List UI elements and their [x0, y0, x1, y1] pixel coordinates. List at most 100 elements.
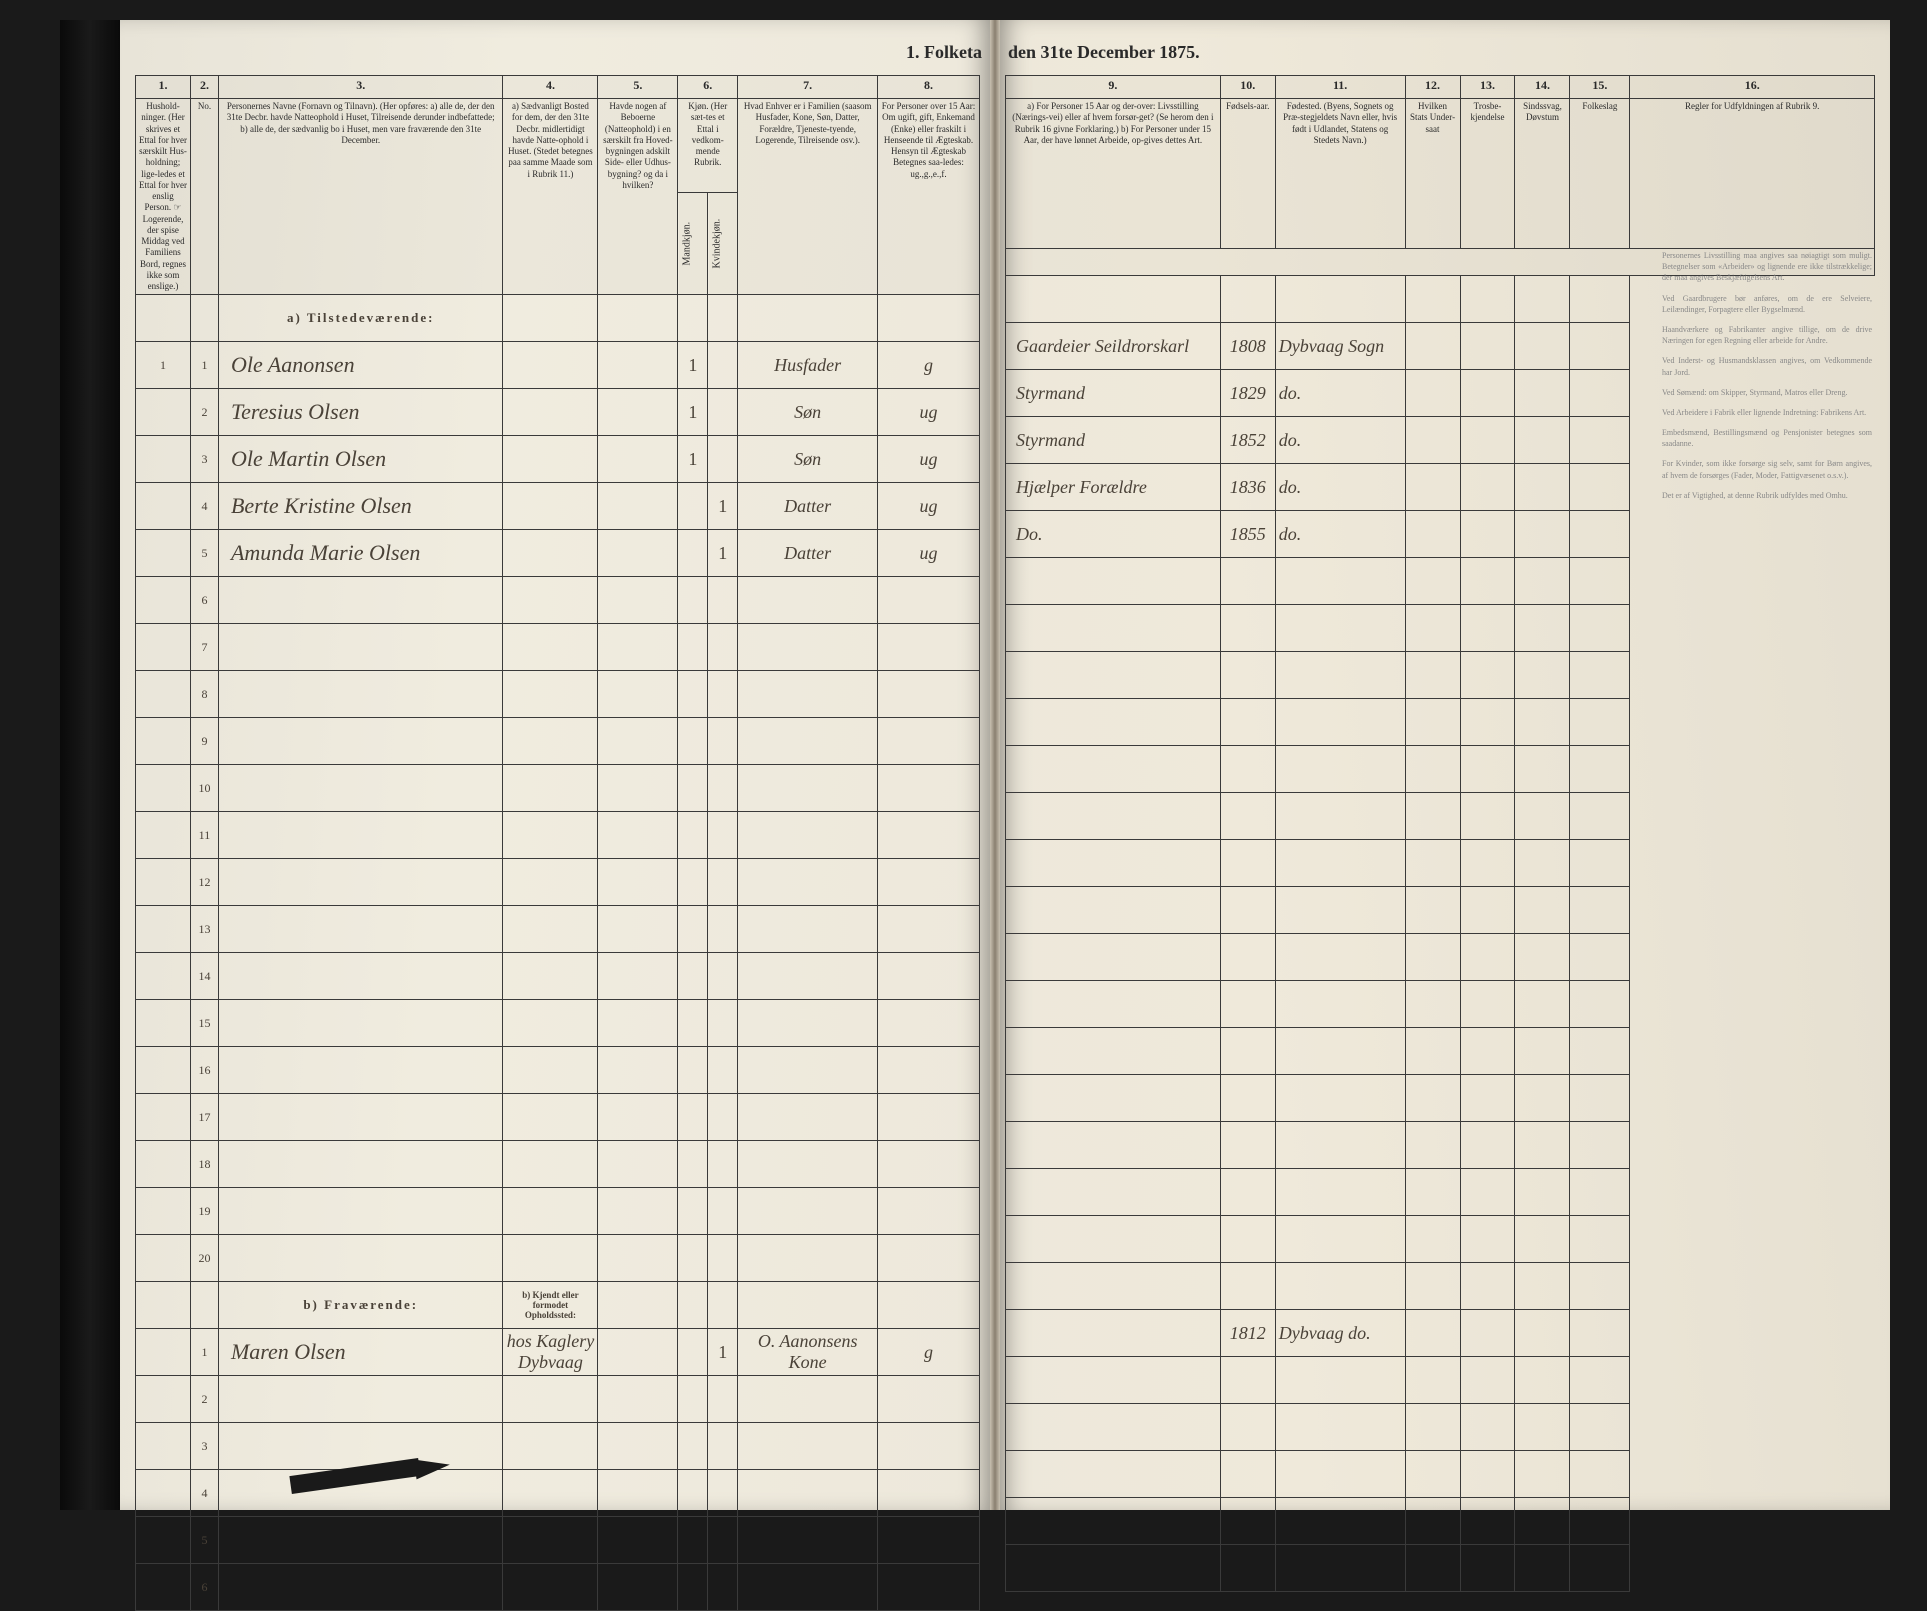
table-row	[1006, 1404, 1875, 1451]
marital-status	[878, 1141, 980, 1188]
usual-residence	[503, 765, 598, 812]
sex-female	[708, 1141, 738, 1188]
family-role: Husfader	[738, 342, 878, 389]
usual-residence	[503, 1376, 598, 1423]
sex-male	[678, 530, 708, 577]
person-name	[218, 765, 503, 812]
birth-place: do.	[1275, 464, 1405, 511]
marital-status	[878, 1000, 980, 1047]
marital-status	[878, 765, 980, 812]
sex-female	[708, 671, 738, 718]
sex-male	[678, 718, 708, 765]
sex-female	[708, 624, 738, 671]
instruction-paragraph: Personernes Livsstilling maa angives saa…	[1662, 250, 1872, 284]
occupation	[1006, 1451, 1221, 1498]
instruction-paragraph: Ved Sømænd: om Skipper, Styrmand, Matros…	[1662, 387, 1872, 398]
table-body-left: a) Tilstedeværende: 1 1 Ole Aanonsen 1 H…	[136, 295, 980, 1611]
occupation	[1006, 840, 1221, 887]
household-num	[136, 1235, 191, 1282]
col-11-num: 11.	[1275, 76, 1405, 99]
marital-status: ug	[878, 530, 980, 577]
occupation	[1006, 1075, 1221, 1122]
person-name	[218, 1094, 503, 1141]
usual-residence	[503, 342, 598, 389]
table-row	[1006, 1122, 1875, 1169]
sex-male: 1	[678, 389, 708, 436]
person-num: 9	[190, 718, 218, 765]
header-row-left: Hushold-ninger. (Her skrives et Ettal fo…	[136, 99, 980, 193]
person-name: Amunda Marie Olsen	[218, 530, 503, 577]
book-container: 1. Folketa 1. 2. 3. 4. 5. 6. 7. 8. Husho…	[60, 20, 1890, 1510]
sex-male	[678, 483, 708, 530]
table-row: a) Tilstedeværende:	[136, 295, 980, 342]
sex-male	[678, 812, 708, 859]
book-binding	[60, 20, 120, 1510]
col-3-num: 3.	[218, 76, 503, 99]
sex-female	[708, 389, 738, 436]
person-num: 8	[190, 671, 218, 718]
family-role	[738, 1376, 878, 1423]
person-name: Maren Olsen	[218, 1329, 503, 1376]
sex-female	[708, 859, 738, 906]
usual-residence	[503, 1423, 598, 1470]
occupation	[1006, 652, 1221, 699]
marital-status	[878, 1376, 980, 1423]
occupation	[1006, 605, 1221, 652]
household-num	[136, 389, 191, 436]
household-num	[136, 812, 191, 859]
birth-year	[1220, 1498, 1275, 1545]
household-num	[136, 530, 191, 577]
person-name	[218, 671, 503, 718]
table-row: 2 Teresius Olsen 1 Søn ug	[136, 389, 980, 436]
birth-place	[1275, 1169, 1405, 1216]
sex-male	[678, 1564, 708, 1611]
birth-place: do.	[1275, 511, 1405, 558]
family-role: Datter	[738, 530, 878, 577]
table-row	[1006, 558, 1875, 605]
col-2-num: 2.	[190, 76, 218, 99]
birth-year: 1836	[1220, 464, 1275, 511]
person-name: Berte Kristine Olsen	[218, 483, 503, 530]
family-role	[738, 953, 878, 1000]
person-num: 3	[190, 436, 218, 483]
header-occupation: a) For Personer 15 Aar og der-over: Livs…	[1006, 99, 1221, 249]
person-num: 1	[190, 342, 218, 389]
outbuilding	[598, 624, 678, 671]
birth-place	[1275, 887, 1405, 934]
header-male: Mandkjøn.	[678, 192, 708, 295]
marital-status	[878, 577, 980, 624]
person-num: 19	[190, 1188, 218, 1235]
household-num	[136, 624, 191, 671]
instruction-paragraph: Embedsmænd, Bestillingsmænd og Pensjonis…	[1662, 427, 1872, 449]
birth-place	[1275, 652, 1405, 699]
usual-residence	[503, 1564, 598, 1611]
birth-place	[1275, 558, 1405, 605]
household-num	[136, 1094, 191, 1141]
census-table-left: 1. 2. 3. 4. 5. 6. 7. 8. Hushold-ninger. …	[135, 75, 980, 1611]
outbuilding	[598, 1188, 678, 1235]
sex-female	[708, 1376, 738, 1423]
outbuilding	[598, 765, 678, 812]
sex-male	[678, 1470, 708, 1517]
outbuilding	[598, 812, 678, 859]
table-row	[1006, 840, 1875, 887]
family-role	[738, 1470, 878, 1517]
outbuilding	[598, 671, 678, 718]
occupation: Do.	[1006, 511, 1221, 558]
family-role	[738, 1000, 878, 1047]
outbuilding	[598, 1423, 678, 1470]
marital-status	[878, 1470, 980, 1517]
table-row: 5	[136, 1517, 980, 1564]
outbuilding	[598, 342, 678, 389]
person-name	[218, 906, 503, 953]
usual-residence	[503, 1000, 598, 1047]
marital-status: ug	[878, 436, 980, 483]
occupation	[1006, 1498, 1221, 1545]
outbuilding	[598, 859, 678, 906]
header-ethnicity: Folkeslag	[1570, 99, 1630, 249]
table-row	[1006, 934, 1875, 981]
birth-place	[1275, 1075, 1405, 1122]
outbuilding	[598, 1470, 678, 1517]
marital-status	[878, 1423, 980, 1470]
marital-status	[878, 1517, 980, 1564]
